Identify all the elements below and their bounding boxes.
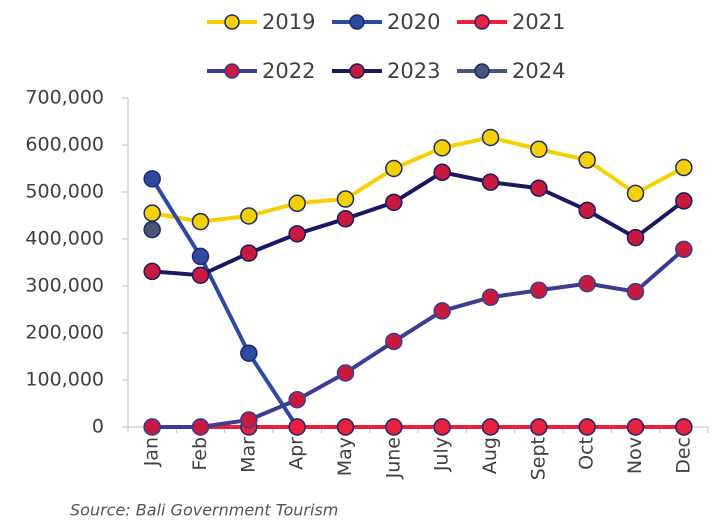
y-tick-label: 400,000 — [25, 228, 104, 250]
y-tick-label: 300,000 — [25, 275, 104, 297]
legend-label: 2020 — [387, 10, 440, 34]
legend-marker — [349, 14, 365, 30]
data-point — [626, 184, 645, 203]
data-point — [385, 332, 403, 351]
series-line — [152, 247, 686, 429]
data-point — [385, 418, 403, 436]
data-point — [143, 204, 161, 222]
data-point — [578, 274, 596, 293]
x-tick-label: Nov — [624, 437, 646, 474]
data-point — [481, 418, 500, 436]
x-tick-label: July — [431, 437, 453, 472]
x-tick-label: Apr — [286, 437, 308, 470]
data-point — [240, 411, 258, 429]
legend-label: 2019 — [262, 10, 315, 34]
y-tick-label: 100,000 — [25, 369, 104, 391]
data-point — [675, 240, 693, 259]
data-point — [433, 139, 451, 157]
data-point — [675, 158, 693, 177]
legend-marker — [349, 63, 365, 79]
legend-label: 2021 — [512, 10, 565, 34]
data-point — [626, 418, 645, 436]
data-point — [626, 282, 645, 301]
data-point — [481, 173, 500, 191]
legend-marker — [224, 63, 240, 79]
data-point — [433, 418, 451, 436]
legend-label: 2023 — [387, 59, 440, 83]
x-tick-label: Feb — [189, 437, 211, 471]
series-line — [152, 170, 686, 278]
legend-marker — [224, 14, 240, 30]
x-tick-label: Dec — [672, 437, 694, 474]
x-tick-label: Jan — [141, 437, 163, 467]
data-point — [143, 262, 161, 281]
y-tick-label: 0 — [92, 416, 104, 438]
data-point — [191, 266, 210, 284]
data-point — [481, 288, 500, 307]
data-point — [626, 228, 645, 247]
data-point — [481, 128, 500, 147]
data-point — [288, 390, 306, 409]
data-point — [433, 302, 451, 320]
data-point — [578, 151, 596, 169]
data-point — [191, 247, 210, 266]
data-point — [240, 244, 258, 262]
legend-label: 2024 — [512, 59, 565, 83]
x-tick-label: Mar — [237, 437, 259, 473]
data-point — [578, 201, 596, 220]
data-point — [336, 364, 355, 382]
data-point — [530, 140, 548, 158]
x-tick-label: May — [334, 437, 356, 476]
data-point — [675, 418, 693, 436]
data-point — [240, 344, 258, 362]
x-tick-label: June — [382, 437, 404, 479]
legend-marker — [474, 14, 490, 30]
data-point — [675, 192, 693, 210]
data-point — [240, 207, 258, 225]
data-point — [288, 418, 306, 436]
data-point — [385, 193, 403, 212]
data-point — [288, 225, 306, 243]
data-point — [530, 179, 548, 197]
data-point — [336, 418, 355, 436]
data-point — [336, 190, 355, 208]
x-tick-label: Oct — [576, 437, 598, 470]
data-point — [143, 170, 161, 188]
x-tick-label: Sept — [527, 437, 549, 480]
data-point — [143, 418, 161, 436]
y-tick-label: 600,000 — [25, 134, 104, 156]
data-point — [191, 418, 210, 436]
data-point — [191, 212, 210, 231]
data-point — [385, 159, 403, 178]
data-point — [143, 220, 161, 239]
y-tick-label: 700,000 — [25, 87, 104, 109]
data-point — [578, 418, 596, 436]
data-point — [530, 281, 548, 299]
x-tick-label: Aug — [479, 437, 501, 474]
source-note: Source: Bali Government Tourism — [70, 501, 338, 520]
y-tick-label: 200,000 — [25, 322, 104, 344]
legend-marker — [474, 63, 490, 79]
legend-label: 2022 — [262, 59, 315, 83]
data-point — [530, 418, 548, 436]
y-tick-label: 500,000 — [25, 181, 104, 203]
data-point — [336, 210, 355, 228]
series-line — [151, 135, 685, 224]
data-point — [433, 163, 451, 182]
data-point — [288, 194, 306, 213]
